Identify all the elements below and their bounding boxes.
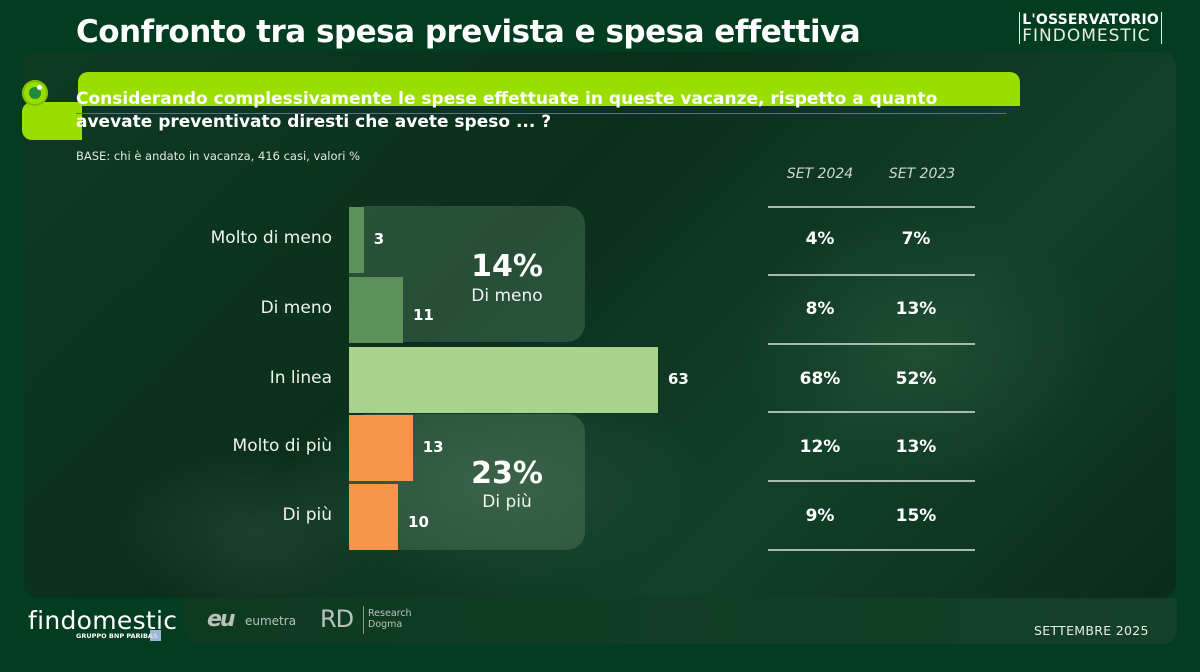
table-cell-molto-di-meno-set-2024: 4% [805, 229, 835, 249]
brand-line-2: FINDOMESTIC [1022, 26, 1151, 46]
value-label-molto-di-pi: 13 [422, 438, 444, 456]
eumetra-logo-text: eumetra [245, 614, 297, 628]
brand-logo: L'OSSERVATORIO FINDOMESTIC [1019, 12, 1162, 46]
table-divider [768, 274, 975, 276]
summary-total-less: 14% [471, 249, 543, 284]
research-dogma-logo-text: Research Dogma [368, 608, 412, 630]
question-text: Considerando complessivamente le spese e… [76, 89, 938, 132]
value-label-di-meno: 11 [412, 306, 434, 324]
table-cell-in-linea-set-2024: 68% [799, 369, 841, 389]
eye-pupil [29, 87, 41, 99]
summary-total-more: 23% [471, 456, 543, 491]
table-divider [768, 411, 975, 413]
eumetra-logo-mark: eu [207, 607, 236, 632]
question-underline [76, 113, 1006, 114]
brand-line-1: L'OSSERVATORIO [1022, 12, 1159, 28]
bar-molto-di-pi [349, 415, 413, 481]
table-header-set-2024: SET 2024 [786, 166, 854, 182]
value-label-molto-di-meno: 3 [373, 230, 385, 248]
table-cell-molto-di-pi-set-2024: 12% [799, 437, 841, 457]
question-banner-tab [22, 102, 82, 140]
report-date: SETTEMBRE 2025 [1034, 623, 1149, 638]
table-cell-di-pi-set-2023: 15% [895, 506, 937, 526]
table-cell-molto-di-pi-set-2023: 13% [895, 437, 937, 457]
table-cell-molto-di-meno-set-2023: 7% [901, 229, 931, 249]
table-cell-di-meno-set-2024: 8% [805, 299, 835, 319]
category-label-molto-di-pi: Molto di più [232, 436, 332, 456]
question-banner [22, 72, 1020, 140]
eye-glint [37, 85, 42, 90]
background-panel [24, 52, 1176, 598]
summary-label-less: Di meno [471, 286, 543, 306]
table-header-set-2023: SET 2023 [888, 166, 956, 182]
bnp-paribas-icon [150, 630, 161, 641]
table-cell-in-linea-set-2023: 52% [895, 369, 937, 389]
category-label-in-linea: In linea [269, 368, 332, 388]
table-divider [768, 206, 975, 208]
value-label-in-linea: 63 [668, 370, 689, 388]
research-dogma-line-2: Dogma [368, 619, 403, 630]
footer-panel [185, 598, 1177, 644]
table-divider [768, 480, 975, 482]
question-banner-top [78, 72, 1020, 106]
table-divider [768, 343, 975, 345]
findomestic-logo-subtitle: GRUPPO BNP PARIBAS [76, 632, 158, 640]
research-dogma-logo-mark: RD [320, 605, 354, 633]
base-note: BASE: chi è andato in vacanza, 416 casi,… [76, 149, 361, 163]
eye-icon [22, 80, 48, 106]
research-dogma-line-1: Research [368, 608, 412, 619]
right-edge [1176, 0, 1200, 672]
category-label-di-pi: Di più [282, 505, 332, 525]
table-divider [768, 549, 975, 551]
table-cell-di-pi-set-2024: 9% [805, 506, 835, 526]
page-title: Confronto tra spesa prevista e spesa eff… [76, 14, 861, 50]
value-label-di-pi: 10 [408, 513, 429, 531]
bar-di-pi [349, 484, 399, 550]
table-cell-di-meno-set-2023: 13% [895, 299, 937, 319]
bar-molto-di-meno [349, 207, 364, 273]
summary-label-more: Di più [482, 492, 532, 512]
category-label-molto-di-meno: Molto di meno [210, 228, 332, 248]
research-dogma-logo-divider [363, 606, 364, 634]
bar-di-meno [349, 277, 403, 343]
bar-in-linea [349, 347, 658, 413]
category-label-di-meno: Di meno [260, 298, 332, 318]
